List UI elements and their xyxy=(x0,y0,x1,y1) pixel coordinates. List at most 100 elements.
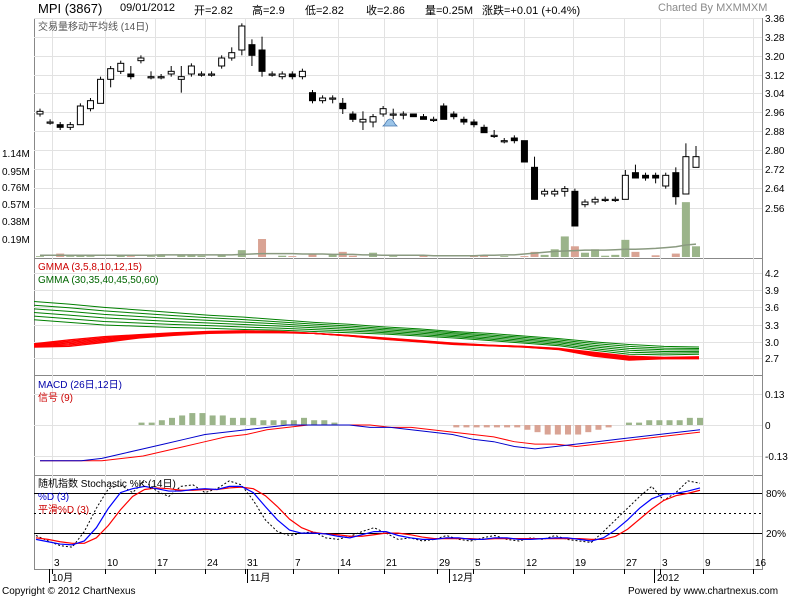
macd-signal-line xyxy=(40,424,701,462)
macd-histogram-bar xyxy=(565,425,571,435)
volume-bar xyxy=(692,246,700,257)
x-tick-label: 31 xyxy=(247,558,259,569)
month-label: 12月 xyxy=(452,572,473,584)
x-tick-label: 17 xyxy=(157,558,169,569)
price-tick-label: 2.96 xyxy=(765,108,785,119)
volume-tick-label: 0.38M xyxy=(2,217,30,228)
macd-histogram-bar xyxy=(250,417,257,425)
macd-histogram-bar xyxy=(686,417,693,425)
candle-body xyxy=(349,113,357,120)
candle-body xyxy=(581,201,589,206)
price-tick-label: 3.28 xyxy=(765,33,785,44)
volume-bar xyxy=(621,239,630,257)
macd-histogram-bar xyxy=(585,425,592,433)
candle-body xyxy=(621,174,629,200)
macd-histogram-bar xyxy=(301,417,307,425)
macd-histogram-bar xyxy=(554,425,561,435)
macd-histogram-bar xyxy=(199,413,206,425)
volume-ma-line xyxy=(40,243,697,257)
volume-bar xyxy=(36,256,44,257)
high-label: 高=2.9 xyxy=(252,5,285,17)
volume-bar xyxy=(157,254,166,257)
volume-bar xyxy=(419,255,428,257)
gmma-short-line xyxy=(33,332,700,359)
price-tick-label: 2.64 xyxy=(765,184,785,195)
volume-bar xyxy=(580,252,589,257)
candle-body xyxy=(480,126,488,134)
macd-histogram-bar xyxy=(311,420,318,425)
volume-bar xyxy=(631,251,640,257)
candle-body xyxy=(359,118,367,123)
macd-legend: MACD (26日,12日) xyxy=(38,380,122,391)
macd-histogram-bar xyxy=(595,425,602,430)
panel-frame xyxy=(34,18,763,259)
month-label: 10月 xyxy=(52,572,73,584)
volume-bar xyxy=(126,256,135,257)
candle-body xyxy=(369,116,377,123)
price-tick-label: 2.72 xyxy=(765,165,785,176)
candle-body xyxy=(531,166,539,200)
month-label: 11月 xyxy=(250,572,270,584)
macd-tick-label: -0.13 xyxy=(765,452,788,463)
volume-bar xyxy=(681,202,690,257)
charted-by-label: Charted By MXMMXM xyxy=(658,2,768,14)
volume-bar xyxy=(389,256,398,257)
volume-bar xyxy=(550,249,559,257)
month-label: 2012 xyxy=(657,573,680,584)
x-tick-label: 9 xyxy=(705,558,711,569)
candle-body xyxy=(308,92,316,102)
macd-histogram-bar xyxy=(676,420,683,425)
volume-bar xyxy=(66,256,75,257)
candle-body xyxy=(591,198,599,203)
price-tick-label: 3.12 xyxy=(765,71,785,82)
candle-body xyxy=(248,44,256,56)
price-tick-label: 3.20 xyxy=(765,52,785,63)
gmma-long-line xyxy=(33,319,700,356)
stochastic-panel: 随机指数 Stochastic %K (14日) %D (3)平滑%D (3) xyxy=(34,477,762,548)
stochastic-tick-label: 20% xyxy=(766,529,786,540)
volume-bar xyxy=(147,256,156,257)
x-tick-label: 7 xyxy=(295,558,301,569)
candle-body xyxy=(268,73,276,76)
gmma-panel: GMMA (3,5,8,10,12,15) GMMA (30,35,40,45,5… xyxy=(33,262,700,361)
candle-body xyxy=(187,65,195,75)
candle-body xyxy=(258,49,266,72)
x-tick-label: 16 xyxy=(755,558,767,569)
volume-bar xyxy=(288,256,297,257)
candle-body xyxy=(147,76,155,79)
volume-bar xyxy=(116,255,125,257)
volume-bar xyxy=(187,254,196,257)
ticker-label: MPI (3867) xyxy=(38,1,103,16)
volume-bar xyxy=(560,236,569,257)
volume-bar xyxy=(591,249,600,257)
candle-body xyxy=(642,174,650,179)
volume-bar xyxy=(469,256,478,257)
x-tick-label: 24 xyxy=(207,558,219,569)
volume-bar xyxy=(278,255,287,257)
macd-histogram-bar xyxy=(646,420,653,425)
macd-histogram-bar xyxy=(189,413,196,425)
stochastic-smooth-d-line xyxy=(35,486,701,544)
macd-histogram-bar xyxy=(229,417,236,425)
stochastic-tick-label: 80% xyxy=(766,489,786,500)
price-tick-label: 2.88 xyxy=(765,127,785,138)
powered-by-link[interactable]: Powered by www.chartnexus.com xyxy=(628,586,779,597)
macd-histogram-bar xyxy=(636,422,643,425)
macd-histogram-bar xyxy=(148,422,155,425)
change-label: 涨跌=+0.01 (+0.4%) xyxy=(482,5,581,17)
candle-body xyxy=(561,188,569,192)
x-tick-label: 21 xyxy=(386,558,398,569)
volume-bar xyxy=(671,253,680,257)
candle-body xyxy=(56,124,64,128)
macd-histogram-bar xyxy=(666,420,673,425)
candle-body xyxy=(36,110,44,115)
candle-body xyxy=(157,76,165,79)
macd-histogram-bar xyxy=(473,425,480,428)
volume-bar xyxy=(237,250,246,257)
candle-body xyxy=(197,73,205,76)
panel-frames xyxy=(34,18,763,570)
candle-body xyxy=(682,156,690,195)
candle-body xyxy=(278,73,286,78)
macd-histogram-bar xyxy=(290,420,297,425)
volume-bar xyxy=(530,251,539,257)
